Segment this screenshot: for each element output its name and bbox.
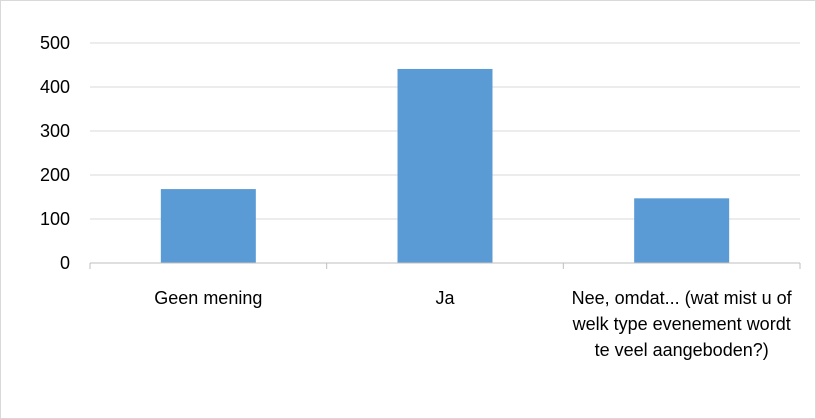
y-tick-label: 400 bbox=[40, 77, 70, 97]
bar bbox=[397, 68, 493, 264]
y-tick-label: 300 bbox=[40, 121, 70, 141]
x-category-label: Nee, omdat... (wat mist u of welk type e… bbox=[571, 288, 792, 360]
bar bbox=[160, 189, 256, 263]
y-tick-label: 500 bbox=[40, 33, 70, 53]
axes bbox=[89, 262, 801, 269]
bar bbox=[634, 198, 730, 263]
bars bbox=[160, 68, 730, 264]
x-category-label: Geen mening bbox=[154, 288, 263, 308]
x-category-label: Ja bbox=[435, 288, 455, 308]
y-tick-label: 200 bbox=[40, 165, 70, 185]
y-tick-label: 100 bbox=[40, 209, 70, 229]
y-tick-label: 0 bbox=[60, 253, 70, 273]
y-tick-labels: 0 100 200 300 400 500 bbox=[40, 33, 70, 273]
